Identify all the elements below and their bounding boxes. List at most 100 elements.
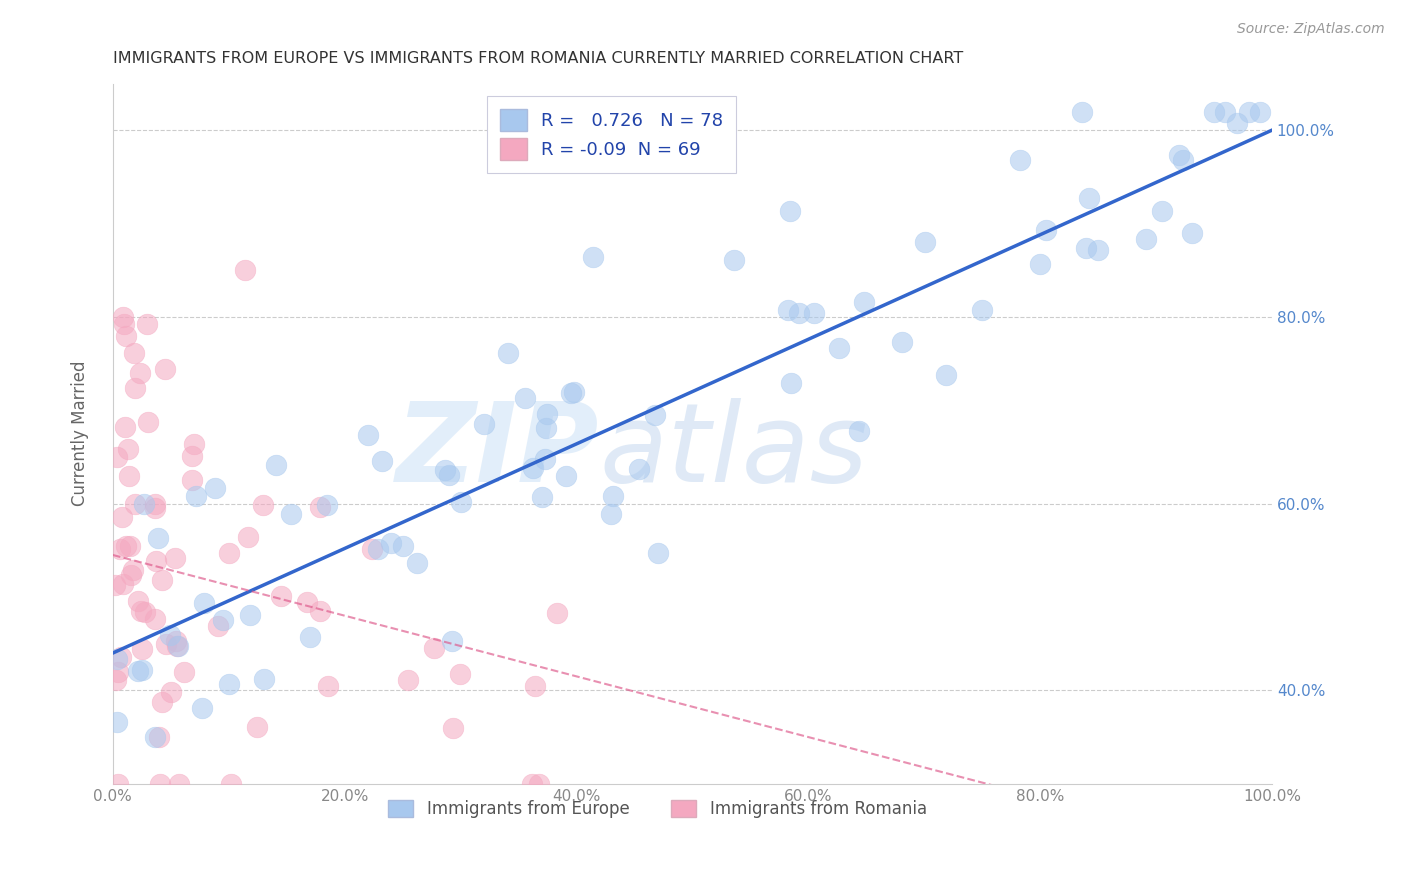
Point [163, 551, 186, 566]
Point [104, 673, 127, 688]
Point [308, 500, 330, 515]
Point [1226, 116, 1249, 130]
Point [105, 651, 128, 665]
Point [159, 628, 181, 642]
Point [138, 415, 160, 429]
Point [110, 542, 132, 557]
Point [173, 665, 195, 679]
Point [1249, 104, 1271, 119]
Point [233, 263, 256, 277]
Point [264, 458, 287, 473]
Point [115, 539, 138, 553]
Y-axis label: Currently Married: Currently Married [72, 361, 89, 507]
Point [143, 730, 166, 744]
Point [647, 546, 669, 560]
Point [105, 714, 128, 729]
Point [150, 574, 173, 588]
Point [778, 302, 800, 317]
Point [780, 376, 803, 391]
Point [131, 642, 153, 657]
Point [1010, 153, 1032, 167]
Point [252, 498, 274, 512]
Point [207, 619, 229, 633]
Point [107, 777, 129, 791]
Point [560, 385, 582, 400]
Point [193, 596, 215, 610]
Point [181, 449, 204, 463]
Point [1202, 104, 1225, 119]
Point [150, 695, 173, 709]
Point [120, 567, 142, 582]
Point [246, 720, 269, 734]
Point [496, 346, 519, 360]
Point [183, 437, 205, 451]
Point [848, 424, 870, 438]
Point [238, 531, 260, 545]
Point [450, 495, 472, 509]
Point [437, 468, 460, 483]
Point [124, 381, 146, 395]
Point [371, 453, 394, 467]
Point [105, 450, 128, 464]
Point [146, 531, 169, 545]
Point [1237, 104, 1260, 119]
Point [529, 777, 551, 791]
Point [423, 640, 446, 655]
Point [112, 317, 135, 331]
Point [145, 554, 167, 568]
Point [433, 463, 456, 477]
Text: ZIP: ZIP [396, 398, 599, 505]
Point [316, 679, 339, 693]
Point [117, 442, 139, 457]
Point [779, 204, 801, 219]
Point [787, 305, 810, 319]
Point [441, 722, 464, 736]
Point [1035, 223, 1057, 237]
Point [212, 613, 235, 627]
Point [1077, 191, 1099, 205]
Point [1168, 148, 1191, 162]
Point [114, 328, 136, 343]
Point [1087, 243, 1109, 257]
Point [191, 700, 214, 714]
Point [406, 556, 429, 570]
Point [972, 302, 994, 317]
Point [136, 317, 159, 331]
Point [143, 612, 166, 626]
Point [155, 637, 177, 651]
Point [280, 508, 302, 522]
Point [380, 536, 402, 550]
Point [122, 563, 145, 577]
Point [204, 481, 226, 495]
Point [582, 250, 605, 264]
Point [914, 235, 936, 249]
Point [124, 497, 146, 511]
Point [111, 310, 134, 324]
Point [165, 634, 187, 648]
Point [218, 545, 240, 559]
Point [180, 473, 202, 487]
Point [1173, 153, 1195, 167]
Text: IMMIGRANTS FROM EUROPE VS IMMIGRANTS FROM ROMANIA CURRENTLY MARRIED CORRELATION : IMMIGRANTS FROM EUROPE VS IMMIGRANTS FRO… [112, 51, 963, 66]
Point [644, 408, 666, 422]
Point [396, 673, 419, 687]
Point [129, 604, 152, 618]
Point [1135, 231, 1157, 245]
Point [159, 685, 181, 699]
Point [536, 421, 558, 435]
Point [131, 664, 153, 678]
Point [803, 306, 825, 320]
Point [184, 490, 207, 504]
Point [523, 679, 546, 693]
Legend: Immigrants from Europe, Immigrants from Romania: Immigrants from Europe, Immigrants from … [382, 793, 934, 824]
Point [357, 428, 380, 442]
Point [148, 731, 170, 745]
Point [238, 608, 260, 623]
Point [1213, 104, 1236, 119]
Point [522, 460, 544, 475]
Point [297, 594, 319, 608]
Point [602, 489, 624, 503]
Point [221, 777, 243, 791]
Point [531, 490, 554, 504]
Point [440, 634, 463, 648]
